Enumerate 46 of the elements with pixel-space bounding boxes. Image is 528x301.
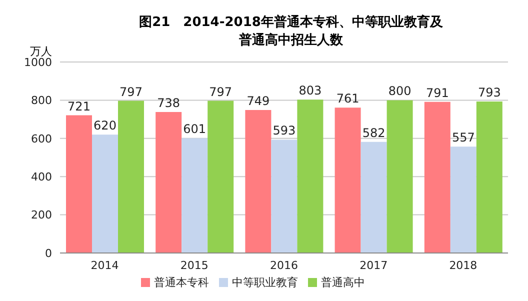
data-label: 791	[426, 86, 449, 100]
legend-label: 中等职业教育	[232, 276, 298, 289]
y-tick-label: 0	[45, 246, 52, 260]
y-tick-label: 1000	[24, 56, 52, 69]
bar	[208, 100, 234, 253]
bar	[334, 108, 361, 253]
bar	[182, 138, 208, 253]
data-label: 593	[272, 124, 296, 138]
x-tick-label: 2015	[180, 258, 208, 272]
x-tick-label: 2014	[90, 258, 119, 272]
x-tick-label: 2016	[270, 258, 298, 272]
chart-title: 图21 2014-2018年普通本专科、中等职业教育及普通高中招生人数	[138, 14, 444, 50]
y-tick-label: 800	[31, 94, 52, 108]
data-label: 738	[157, 96, 180, 110]
data-label: 620	[94, 118, 116, 133]
y-axis-title: 万人	[30, 44, 52, 58]
data-label: 749	[246, 94, 270, 108]
data-label: 797	[209, 84, 232, 99]
data-label: 797	[120, 84, 142, 99]
data-label: 582	[362, 126, 386, 140]
bar	[386, 100, 413, 253]
data-label: 721	[68, 99, 90, 114]
y-tick-label: 400	[31, 170, 52, 184]
bar	[245, 110, 272, 253]
data-label: 761	[336, 92, 360, 106]
x-tick-label: 2018	[449, 258, 478, 272]
bar	[360, 142, 387, 253]
bar	[297, 100, 324, 253]
data-label: 800	[388, 84, 412, 98]
data-label: 793	[478, 86, 501, 100]
legend-label: 普通高中	[321, 276, 365, 289]
bar	[118, 100, 144, 253]
data-label: 557	[452, 130, 475, 145]
bar	[66, 115, 92, 253]
bar	[476, 102, 502, 253]
bar	[271, 140, 298, 253]
data-label: 601	[183, 122, 206, 136]
legend-label: 普通本专科	[154, 276, 209, 289]
x-tick-label: 2017	[360, 258, 388, 272]
bar	[156, 112, 182, 253]
y-tick-label: 200	[31, 208, 52, 222]
data-label: 803	[298, 84, 322, 98]
bar	[424, 102, 450, 253]
bar	[92, 134, 118, 253]
y-tick-label: 600	[31, 132, 52, 146]
bar	[450, 146, 476, 253]
